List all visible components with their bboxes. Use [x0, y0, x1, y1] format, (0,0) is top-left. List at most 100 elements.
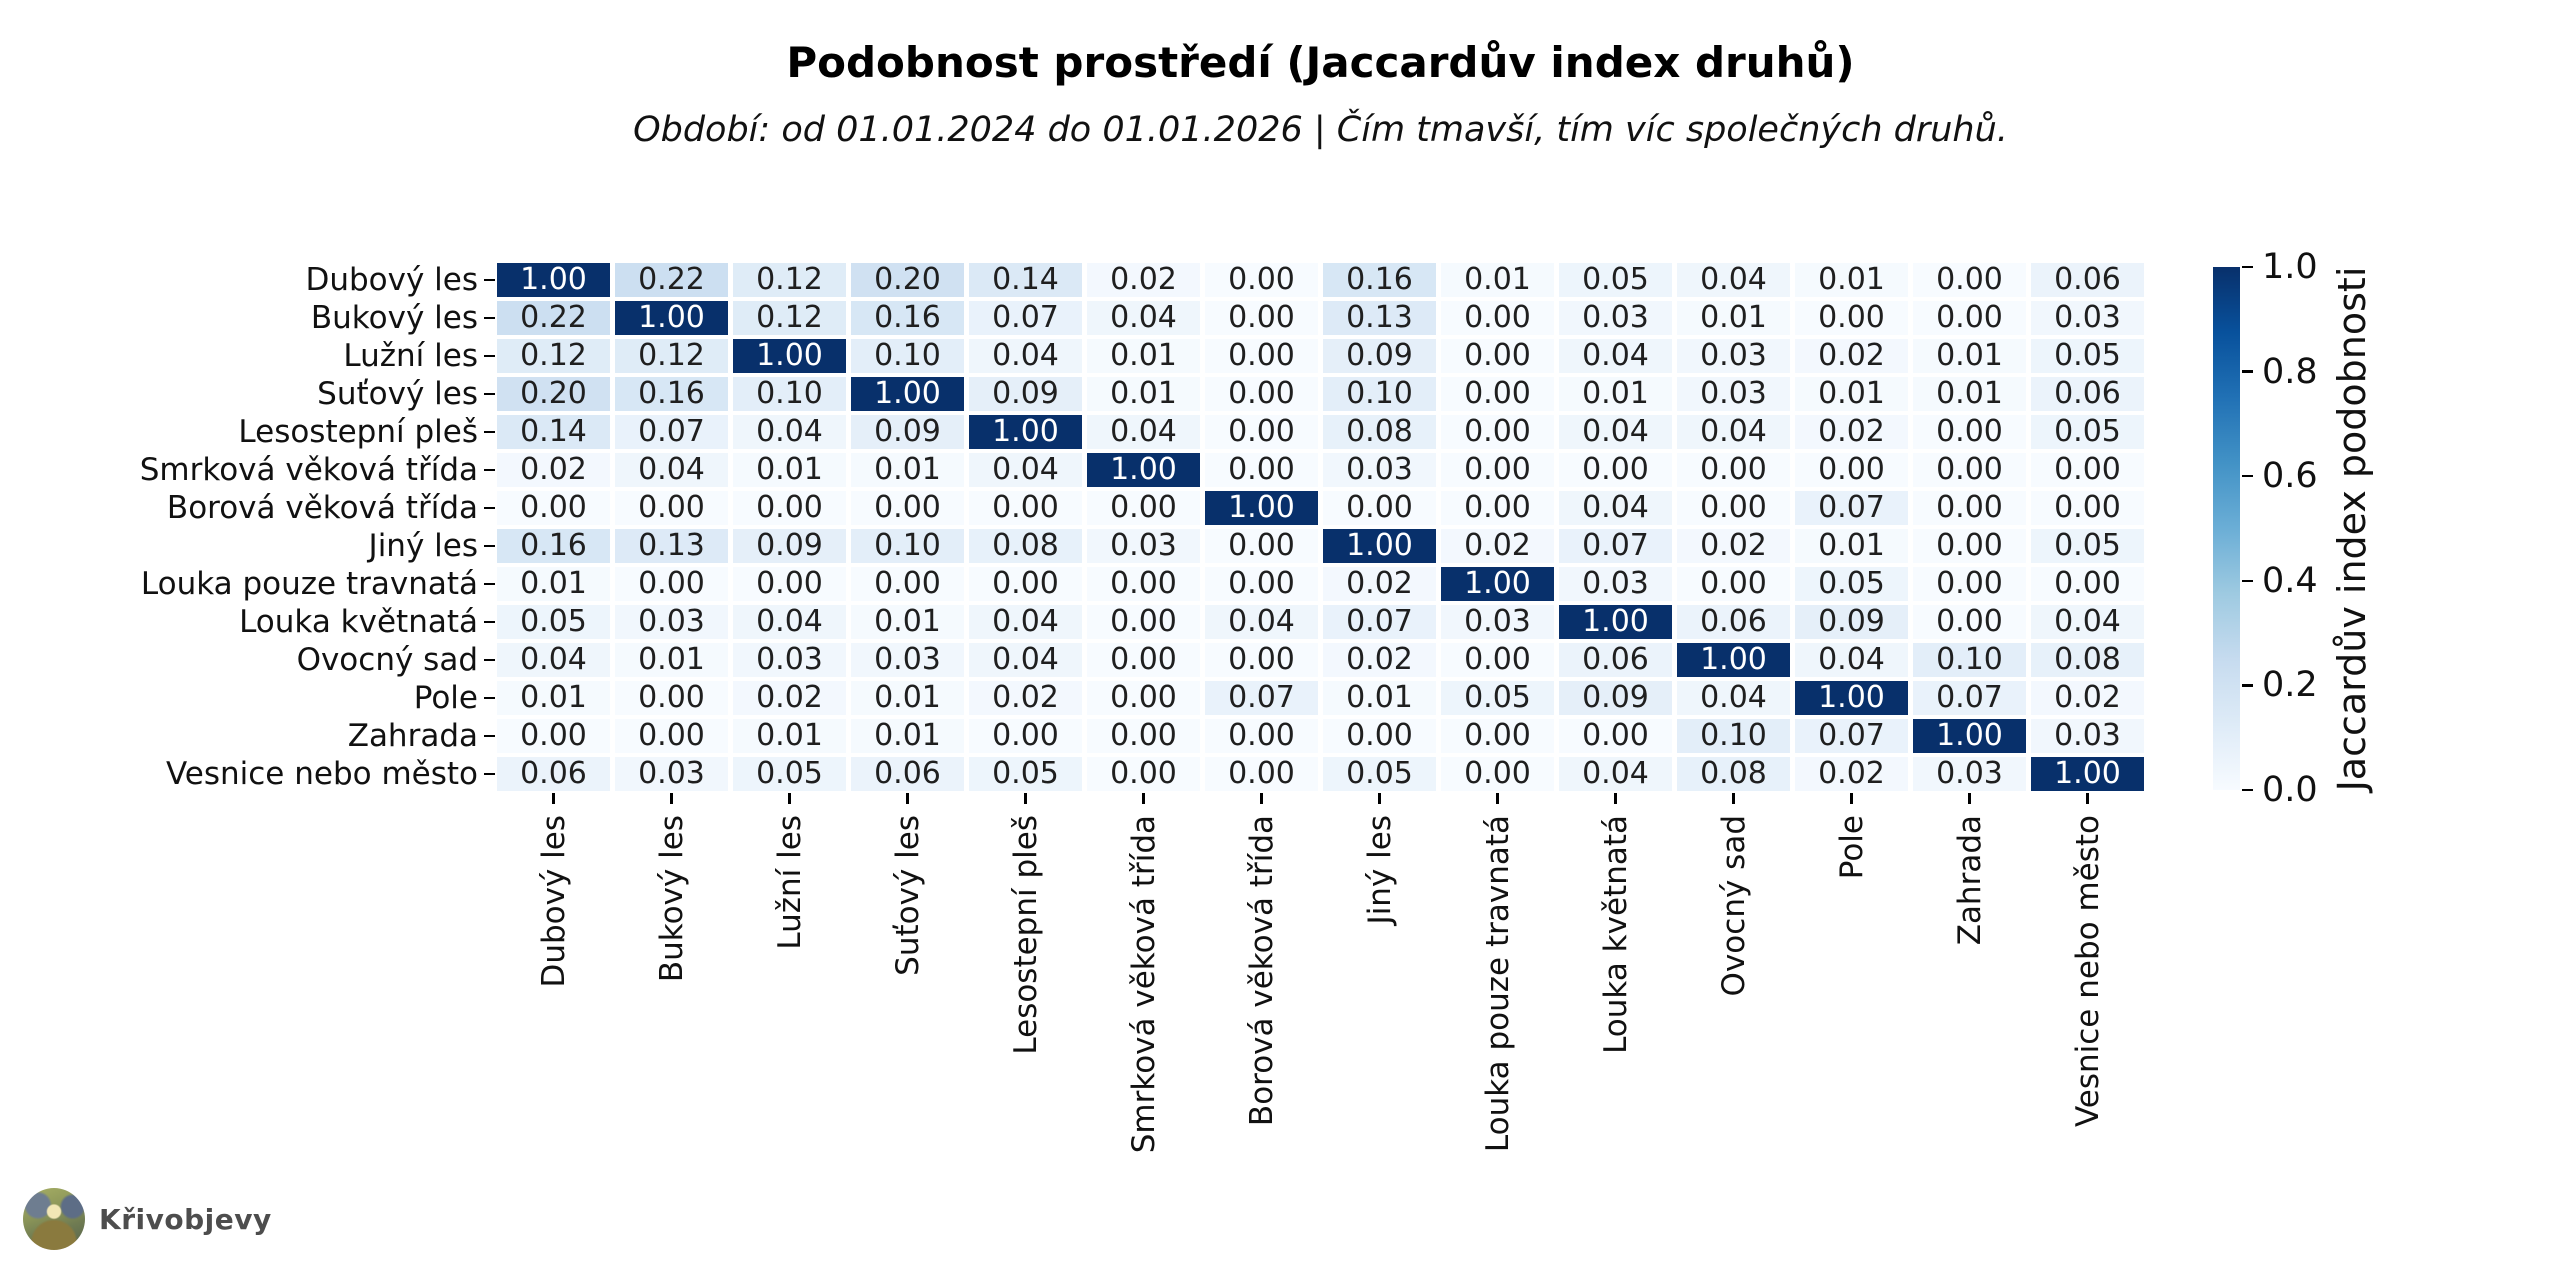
heatmap-cell: 0.03 — [1677, 339, 1790, 373]
chart-title: Podobnost prostředí (Jaccardův index dru… — [786, 38, 1855, 87]
heatmap-cell: 0.00 — [1913, 567, 2026, 601]
x-axis-label: Bukový les — [653, 815, 690, 983]
heatmap-cell: 0.00 — [1795, 453, 1908, 487]
heatmap-cell: 0.00 — [497, 719, 610, 753]
heatmap-cell: 0.00 — [1677, 453, 1790, 487]
heatmap-cell: 0.04 — [1677, 415, 1790, 449]
heatmap-cell: 0.06 — [2031, 377, 2144, 411]
y-axis-label: Jiný les — [368, 528, 478, 564]
heatmap-cell: 0.04 — [2031, 605, 2144, 639]
y-axis-tick — [484, 316, 495, 320]
heatmap-cell: 0.04 — [969, 453, 1082, 487]
heatmap-cell: 1.00 — [1795, 681, 1908, 715]
heatmap-cell: 0.13 — [615, 529, 728, 563]
heatmap-cell: 0.04 — [969, 643, 1082, 677]
heatmap-cell: 0.03 — [1087, 529, 1200, 563]
heatmap-cell: 0.02 — [1087, 263, 1200, 297]
heatmap-cell: 0.00 — [733, 567, 846, 601]
y-axis-label: Ovocný sad — [296, 642, 478, 678]
heatmap-cell: 0.00 — [1441, 757, 1554, 791]
x-axis-label: Ovocný sad — [1715, 815, 1752, 997]
x-axis-tick — [1378, 793, 1381, 804]
heatmap-cell: 0.00 — [1087, 757, 1200, 791]
heatmap-cell: 0.05 — [969, 757, 1082, 791]
heatmap-cell: 1.00 — [1441, 567, 1554, 601]
colorbar-tick-label: 0.2 — [2262, 665, 2318, 706]
heatmap-cell: 0.07 — [1795, 491, 1908, 525]
heatmap-cell: 0.03 — [2031, 301, 2144, 335]
heatmap-cell: 0.04 — [733, 415, 846, 449]
heatmap-cell: 0.00 — [1205, 377, 1318, 411]
heatmap-cell: 0.02 — [1323, 567, 1436, 601]
x-axis-tick — [670, 793, 673, 804]
heatmap-cell: 0.07 — [1913, 681, 2026, 715]
heatmap-cell: 0.01 — [1441, 263, 1554, 297]
heatmap-cell: 0.00 — [1087, 491, 1200, 525]
y-axis-tick — [484, 620, 495, 624]
y-axis-label: Pole — [413, 680, 478, 716]
heatmap-cell: 0.07 — [1323, 605, 1436, 639]
heatmap-cell: 0.05 — [733, 757, 846, 791]
y-axis-tick — [484, 506, 495, 510]
heatmap-cell: 1.00 — [1087, 453, 1200, 487]
heatmap-cell: 0.14 — [969, 263, 1082, 297]
colorbar-tick-label: 0.8 — [2262, 351, 2318, 392]
heatmap-cell: 0.03 — [1323, 453, 1436, 487]
heatmap-cell: 0.00 — [1205, 453, 1318, 487]
heatmap-cell: 0.03 — [615, 605, 728, 639]
x-axis-label: Louka pouze travnatá — [1479, 815, 1516, 1153]
heatmap-cell: 0.00 — [851, 491, 964, 525]
heatmap-cell: 0.00 — [497, 491, 610, 525]
heatmap-cell: 0.01 — [1913, 377, 2026, 411]
y-axis-label: Suťový les — [317, 376, 478, 412]
x-axis-label: Suťový les — [889, 815, 926, 976]
heatmap-cell: 0.04 — [1559, 757, 1672, 791]
y-axis-tick — [484, 734, 495, 738]
y-axis-tick — [484, 468, 495, 472]
x-axis-label: Vesnice nebo město — [2069, 815, 2106, 1128]
heatmap-cell: 0.09 — [969, 377, 1082, 411]
heatmap-cell: 0.01 — [851, 719, 964, 753]
x-axis-tick — [1142, 793, 1145, 804]
heatmap-cell: 0.13 — [1323, 301, 1436, 335]
heatmap-cell: 0.07 — [615, 415, 728, 449]
heatmap-cell: 0.14 — [497, 415, 610, 449]
heatmap-cell: 0.00 — [1087, 567, 1200, 601]
heatmap-cell: 0.00 — [1677, 567, 1790, 601]
x-axis-label: Pole — [1833, 815, 1870, 880]
heatmap-cell: 0.00 — [1441, 453, 1554, 487]
heatmap-cell: 0.06 — [1677, 605, 1790, 639]
colorbar-tick — [2242, 265, 2253, 269]
heatmap-cell: 0.01 — [1323, 681, 1436, 715]
y-axis-tick — [484, 582, 495, 586]
colorbar-tick-label: 0.4 — [2262, 560, 2318, 601]
heatmap-cell: 1.00 — [1559, 605, 1672, 639]
heatmap-cell: 0.00 — [1677, 491, 1790, 525]
heatmap-cell: 0.01 — [497, 567, 610, 601]
heatmap-cell: 0.01 — [851, 453, 964, 487]
colorbar-tick-label: 0.0 — [2262, 770, 2318, 810]
heatmap-cell: 0.04 — [969, 339, 1082, 373]
x-axis-tick — [1024, 793, 1027, 804]
watermark-logo-icon — [23, 1188, 85, 1250]
colorbar-tick — [2242, 684, 2253, 687]
heatmap-cell: 0.04 — [969, 605, 1082, 639]
heatmap-cell: 0.05 — [1323, 757, 1436, 791]
heatmap-cell: 0.00 — [1205, 263, 1318, 297]
heatmap-cell: 0.08 — [1677, 757, 1790, 791]
heatmap-cell: 0.02 — [1795, 339, 1908, 373]
heatmap-cell: 1.00 — [1323, 529, 1436, 563]
heatmap-cell: 0.03 — [615, 757, 728, 791]
x-axis-tick — [1496, 793, 1499, 804]
heatmap-cell: 0.04 — [1677, 681, 1790, 715]
heatmap-cell: 0.02 — [1677, 529, 1790, 563]
heatmap-cell: 1.00 — [615, 301, 728, 335]
heatmap-cell: 0.01 — [1913, 339, 2026, 373]
heatmap-cell: 0.10 — [851, 529, 964, 563]
heatmap-cell: 1.00 — [1677, 643, 1790, 677]
heatmap-cell: 0.00 — [969, 567, 1082, 601]
heatmap-cell: 0.01 — [733, 719, 846, 753]
heatmap-cell: 0.04 — [615, 453, 728, 487]
chart-subtitle: Období: od 01.01.2024 do 01.01.2026 | Čí… — [633, 110, 2008, 150]
heatmap-cell: 0.01 — [1559, 377, 1672, 411]
